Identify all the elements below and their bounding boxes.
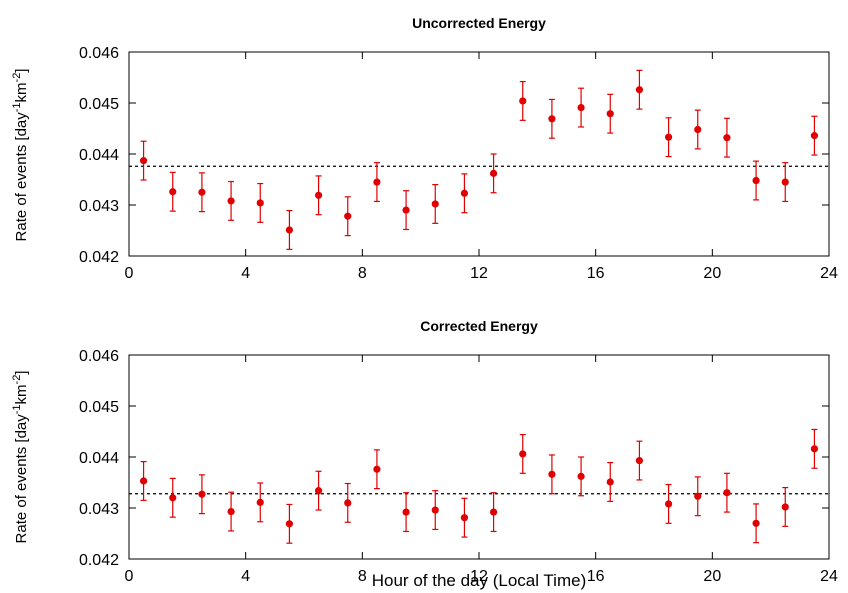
data-point xyxy=(139,157,148,165)
ylabel-sup1: -1 xyxy=(11,404,23,414)
data-point xyxy=(285,520,294,528)
x-tick-label: 16 xyxy=(587,568,605,585)
x-tick-label: 20 xyxy=(703,265,721,282)
data-point xyxy=(460,514,469,522)
data-point xyxy=(373,465,381,473)
ylabel-main: Rate of events [day xyxy=(13,414,30,544)
plot-panel-corrected: 0 4 8 12 16 20 24 0.042 0.043 0.044 0.045 0.046 xyxy=(79,348,838,585)
data-point xyxy=(752,519,760,527)
panel-title-uncorrected: Uncorrected Energy xyxy=(412,15,546,31)
data-point xyxy=(373,178,381,186)
data-point xyxy=(694,125,702,134)
data-point xyxy=(198,490,206,498)
data-point xyxy=(256,199,264,207)
data-point xyxy=(694,492,702,500)
y-tick-label: 0.044 xyxy=(79,147,119,164)
y-tick-label: 0.044 xyxy=(79,450,119,467)
data-point xyxy=(402,206,410,214)
data-point xyxy=(606,110,614,118)
x-tick-label: 16 xyxy=(587,265,605,282)
ylabel-end: ] xyxy=(13,371,30,375)
x-tick-label: 8 xyxy=(358,265,367,282)
data-point xyxy=(810,132,819,140)
data-point xyxy=(431,506,439,514)
data-point xyxy=(635,86,644,94)
x-axis-label: Hour of the day (Local Time) xyxy=(372,571,586,590)
data-point xyxy=(227,507,235,516)
data-point xyxy=(635,456,644,465)
data-point xyxy=(344,212,352,220)
data-point xyxy=(139,477,148,485)
data-point xyxy=(519,97,527,105)
y-tick-label: 0.045 xyxy=(79,96,119,113)
ylabel-main: Rate of events [day xyxy=(13,112,30,242)
x-tick-label: 0 xyxy=(125,568,134,585)
y-tick-label: 0.042 xyxy=(79,249,119,266)
data-point xyxy=(577,103,585,112)
y-tick-label: 0.045 xyxy=(79,399,119,416)
x-tick-label: 24 xyxy=(820,568,838,585)
y-tick-label: 0.046 xyxy=(79,348,119,365)
data-point xyxy=(519,450,527,458)
ylabel-mid: km xyxy=(13,82,30,102)
data-point xyxy=(256,498,264,506)
data-point xyxy=(460,189,469,197)
data-point xyxy=(169,494,177,502)
ylabel-sup2: -2 xyxy=(11,73,23,83)
y-axis-label-uncorrected: Rate of events [day-1km-2] xyxy=(11,69,30,242)
x-tick-label: 0 xyxy=(125,265,134,282)
data-point xyxy=(227,197,235,205)
data-point xyxy=(285,226,294,234)
x-tick-label: 4 xyxy=(241,265,250,282)
ylabel-end: ] xyxy=(13,69,30,73)
y-tick-label: 0.043 xyxy=(79,501,119,518)
data-point xyxy=(431,200,439,208)
ylabel-sup2: -2 xyxy=(11,375,23,385)
plot-frame xyxy=(128,51,830,257)
data-point xyxy=(314,487,323,495)
x-tick-label: 12 xyxy=(470,568,488,585)
y-axis-label-corrected: Rate of events [day-1km-2] xyxy=(11,371,30,544)
data-point xyxy=(577,472,585,480)
x-tick-label: 4 xyxy=(241,568,250,585)
data-point xyxy=(664,500,673,508)
data-point xyxy=(781,503,789,511)
x-tick-label: 12 xyxy=(470,265,488,282)
data-point xyxy=(489,169,498,177)
ylabel-sup1: -1 xyxy=(11,102,23,112)
y-tick-label: 0.046 xyxy=(79,45,119,62)
y-tick-label: 0.042 xyxy=(79,552,119,569)
x-tick-label: 8 xyxy=(358,568,367,585)
data-point xyxy=(489,508,498,516)
panel-title-corrected: Corrected Energy xyxy=(420,318,538,334)
data-point xyxy=(314,191,323,199)
data-point xyxy=(723,489,731,497)
data-point xyxy=(169,188,177,196)
data-point xyxy=(402,508,410,516)
plot-frame xyxy=(128,354,830,560)
data-point xyxy=(810,445,819,453)
data-point xyxy=(664,133,673,141)
data-point xyxy=(781,178,789,186)
data-point xyxy=(198,188,206,196)
plot-panel-uncorrected: 0 4 8 12 16 20 24 0.042 0.043 0.044 0.045 0.046 xyxy=(79,45,838,282)
data-point xyxy=(723,134,731,142)
x-tick-label: 20 xyxy=(703,568,721,585)
data-point xyxy=(606,478,614,486)
ylabel-mid: km xyxy=(13,384,30,404)
x-tick-label: 24 xyxy=(820,265,838,282)
data-point xyxy=(548,470,556,478)
y-tick-label: 0.043 xyxy=(79,198,119,215)
data-point xyxy=(752,176,760,185)
data-point xyxy=(344,499,352,507)
data-point xyxy=(548,115,556,123)
